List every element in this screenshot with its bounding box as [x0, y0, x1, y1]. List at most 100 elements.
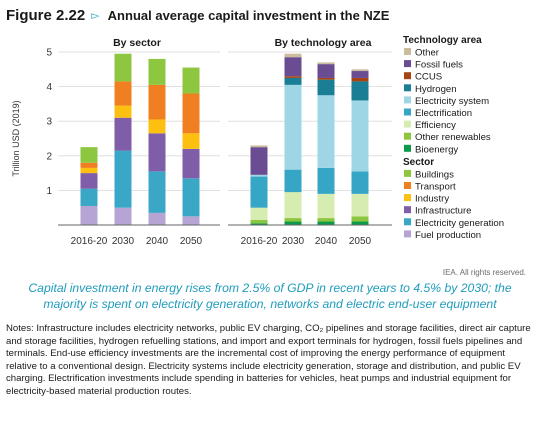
panel-title: By sector — [113, 37, 161, 49]
bar-segment — [80, 147, 98, 163]
legend-swatch — [404, 218, 411, 226]
bar-segment — [250, 219, 268, 224]
bar-segment — [284, 76, 302, 78]
bar-segment — [114, 117, 132, 151]
bar-segment — [250, 176, 268, 208]
bar-segment — [114, 105, 132, 118]
legend-swatch — [404, 60, 411, 68]
figure-triangle-icon: ▻ — [91, 9, 100, 22]
bar-segment — [182, 178, 200, 217]
bar-segment — [250, 174, 268, 177]
legend-label: Electricity system — [415, 96, 489, 107]
bar-segment — [284, 53, 302, 58]
bar-segment — [114, 81, 132, 106]
y-tick-label: 4 — [46, 82, 52, 93]
legend-group-title: Sector — [403, 157, 434, 168]
legend-swatch — [404, 206, 411, 214]
legend-swatch — [404, 84, 411, 92]
legend-swatch — [404, 182, 411, 189]
y-tick-label: 3 — [46, 117, 52, 128]
x-tick-label: 2050 — [349, 236, 372, 247]
y-tick-label: 1 — [46, 186, 52, 197]
legend-label: Efficiency — [415, 120, 456, 131]
bar-segment — [317, 64, 335, 78]
x-tick-label: 2016-20 — [241, 236, 278, 247]
bar-segment — [80, 205, 98, 225]
bar-segment — [250, 145, 268, 148]
x-tick-label: 2040 — [146, 236, 169, 247]
figure-number: Figure 2.22 — [6, 6, 86, 24]
bar-segment — [148, 212, 166, 225]
bar-segment — [351, 81, 369, 101]
legend-swatch — [404, 120, 411, 128]
legend-swatch — [404, 108, 411, 116]
y-tick-label: 2 — [46, 151, 52, 162]
bar-segment — [317, 221, 335, 225]
legend-swatch — [404, 48, 411, 55]
figure-header: Figure 2.22 ▻ Annual average capital inv… — [6, 5, 389, 25]
bar-segment — [182, 133, 200, 149]
bar-segment — [148, 133, 166, 172]
bar-segment — [317, 218, 335, 222]
bar-segment — [351, 100, 369, 172]
y-tick-label: 5 — [46, 48, 52, 59]
legend-swatch — [404, 72, 411, 80]
credit-text: IEA. All rights reserved. — [442, 268, 526, 277]
bar-segment — [351, 171, 369, 194]
x-tick-label: 2030 — [282, 236, 305, 247]
legend-swatch — [404, 96, 411, 104]
bar-segment — [114, 150, 132, 208]
y-axis-label: Trillion USD (2019) — [11, 100, 21, 176]
legend-swatch — [404, 132, 411, 140]
figure-title: Annual average capital investment in the… — [107, 7, 390, 23]
bar-segment — [148, 119, 166, 134]
bar-segment — [284, 192, 302, 219]
bar-segment — [284, 57, 302, 77]
bar-segment — [317, 77, 335, 80]
x-tick-label: 2040 — [315, 236, 338, 247]
bar-segment — [284, 169, 302, 193]
figure-caption: Capital investment in energy rises from … — [28, 281, 512, 311]
bar-segment — [317, 167, 335, 194]
legend-swatch — [404, 169, 411, 177]
bar-segment — [351, 216, 369, 222]
bar-segment — [250, 147, 268, 175]
legend-label: Other renewables — [415, 132, 491, 143]
legend-label: Hydrogen — [415, 84, 457, 95]
bar-segment — [317, 62, 335, 65]
bar-segment — [80, 167, 98, 174]
bar-segment — [351, 71, 369, 78]
bar-segment — [317, 95, 335, 168]
bar-segment — [284, 84, 302, 170]
bar-segment — [317, 79, 335, 96]
x-tick-label: 2050 — [180, 236, 203, 247]
investment-chart: 1 2 3 4 5 Trillion USD (2019) By sector 2016-20… — [11, 35, 504, 247]
bar-segment — [182, 216, 200, 225]
bar-segment — [284, 221, 302, 225]
bar-segment — [114, 53, 132, 82]
legend-label: Electricity generation — [415, 218, 504, 229]
legend-label: Buildings — [415, 169, 454, 180]
legend-label: CCUS — [415, 72, 442, 83]
bar-segment — [114, 207, 132, 225]
legend-group-title: Technology area — [403, 35, 482, 46]
x-tick-label: 2030 — [112, 236, 135, 247]
bar-segment — [284, 77, 302, 85]
legend-label: Fuel production — [415, 230, 481, 241]
bar-segment — [182, 93, 200, 134]
bar-segment — [148, 171, 166, 213]
figure-notes: Notes: Infrastructure includes electrici… — [6, 323, 531, 397]
bar-segment — [80, 162, 98, 168]
bar-segment — [250, 223, 268, 225]
bar-segment — [284, 218, 302, 222]
legend-label: Fossil fuels — [415, 60, 463, 71]
bar-segment — [148, 58, 166, 85]
bar-segment — [317, 193, 335, 219]
legend-swatch — [404, 230, 411, 238]
legend-label: Electrification — [415, 108, 472, 119]
legend-label: Infrastructure — [415, 206, 472, 217]
x-tick-label: 2016-20 — [71, 236, 108, 247]
bar-segment — [351, 77, 369, 82]
panel-title: By technology area — [275, 37, 372, 49]
bar-segment — [80, 173, 98, 189]
